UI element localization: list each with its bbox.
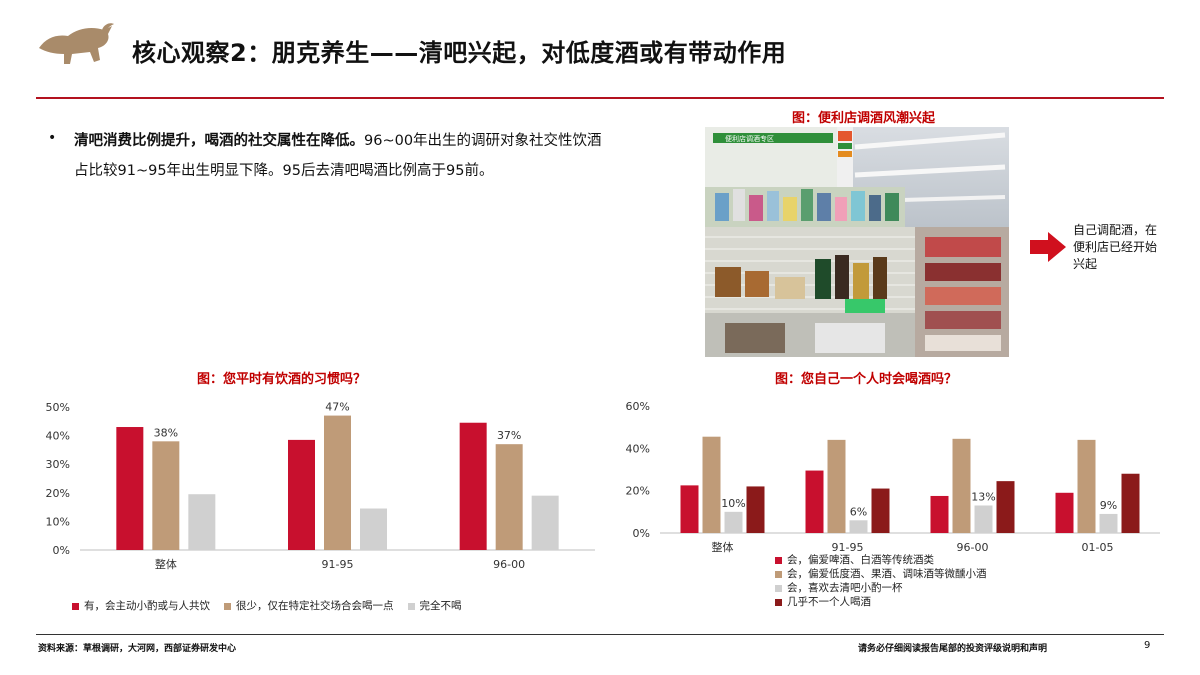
bullet-bold-text: 清吧消费比例提升，喝酒的社交属性在降低。 (74, 133, 364, 149)
bar (996, 481, 1015, 533)
footer-divider (36, 634, 1164, 635)
legend-label: 几乎不一个人喝酒 (787, 596, 871, 608)
bar (746, 486, 765, 533)
bar (930, 495, 949, 533)
bar (849, 520, 868, 533)
bar (495, 444, 523, 550)
legend-label: 有，会主动小酌或与人共饮 (84, 600, 210, 612)
bar (324, 415, 351, 550)
legend-swatch (407, 602, 415, 610)
legend-swatch (224, 602, 231, 610)
y-tick-label: 50% (46, 401, 70, 414)
legend-entry: 会，偏爱啤酒、白酒等传统酒类 (775, 553, 1075, 567)
x-tick-label: 整体 (155, 557, 177, 571)
footer-source: 资料来源：草根调研，大河网，西部证券研发中心 (38, 644, 237, 654)
y-tick-label: 30% (46, 458, 70, 471)
bar (1055, 492, 1074, 533)
bull-logo-icon (39, 23, 114, 64)
logo (36, 22, 116, 72)
legend-entry: 很少，仅在特定社交场合会喝一点 (224, 598, 394, 613)
x-tick-label: 91-95 (832, 541, 864, 554)
bar (974, 505, 993, 533)
chart1-legend: 有，会主动小酌或与人共饮 很少，仅在特定社交场合会喝一点 完全不喝 (72, 594, 612, 613)
legend-label: 很少，仅在特定社交场合会喝一点 (236, 600, 394, 612)
bullet-normal-text: 96~00年出生的调研对象社交性饮酒占比较91~95年出生明显下降。95后去清吧… (74, 133, 602, 179)
legend-swatch (72, 602, 79, 610)
legend-entry: 会，喜欢去清吧小酌一杯 (775, 581, 1075, 595)
x-tick-label: 01-05 (1082, 541, 1114, 554)
header-divider (36, 97, 1164, 99)
legend-swatch (775, 570, 782, 578)
legend-label: 会，喜欢去清吧小酌一杯 (787, 582, 903, 594)
bar (702, 436, 721, 533)
y-tick-label: 40% (46, 430, 70, 443)
legend-swatch (775, 598, 782, 606)
chart2-plot: 0% 20% 40% 60% 10% 整体 6% 91-95 13% 96-00 9% 01-05 (626, 400, 1160, 554)
legend-entry: 会，偏爱低度酒、果酒、调味酒等微醺小酒 (775, 567, 1075, 581)
data-label: 13% (971, 490, 995, 503)
x-tick-label: 整体 (712, 540, 734, 554)
bar (188, 494, 216, 550)
arrow-right-icon (1030, 232, 1066, 266)
data-label: 6% (850, 505, 867, 518)
data-label: 9% (1100, 499, 1117, 512)
page-number: 9 (1144, 640, 1151, 651)
data-label: 38% (154, 426, 178, 439)
legend-swatch (775, 556, 782, 564)
y-tick-label: 20% (626, 485, 650, 498)
x-tick-label: 96-00 (493, 558, 525, 571)
legend-label: 完全不喝 (419, 600, 462, 612)
callout-text: 自己调配酒，在便利店已经开始兴起 (1073, 223, 1158, 271)
bar (680, 485, 699, 533)
bar (1077, 439, 1096, 533)
bar (871, 488, 890, 533)
x-tick-label: 96-00 (957, 541, 989, 554)
legend-entry: 有，会主动小酌或与人共饮 (72, 598, 210, 613)
data-label: 47% (325, 401, 349, 414)
data-label: 10% (721, 497, 745, 510)
bar (531, 495, 559, 550)
bar (952, 438, 971, 533)
y-tick-label: 60% (626, 400, 650, 413)
bar (724, 511, 743, 533)
data-label: 37% (497, 429, 521, 442)
y-tick-label: 20% (46, 487, 70, 500)
bar (1121, 473, 1140, 533)
bar (288, 439, 315, 550)
page-title: 核心观察2：朋克养生——清吧兴起，对低度酒或有带动作用 (132, 39, 787, 67)
store-photo: 便利店调酒专区 (705, 127, 1009, 357)
chart2-title: 图：您自己一个人时会喝酒吗？ (775, 372, 958, 387)
chart2-legend: 会，偏爱啤酒、白酒等传统酒类会，偏爱低度酒、果酒、调味酒等微醺小酒 会，喜欢去清吧… (775, 553, 1075, 609)
legend-entry: 完全不喝 (407, 598, 462, 613)
legend-swatch (775, 584, 782, 592)
bar (360, 508, 387, 550)
bar (827, 439, 846, 533)
x-tick-label: 91-95 (322, 558, 354, 571)
bar (805, 470, 824, 533)
chart1-plot: 0% 10% 20% 30% 40% 50% 38% 整体 47% 91-95 37% 96-00 (46, 401, 595, 571)
legend-entry: 几乎不一个人喝酒 (775, 595, 1075, 609)
legend-label: 会，偏爱啤酒、白酒等传统酒类 (787, 554, 934, 566)
bar (116, 427, 144, 550)
chart1-title: 图：您平时有饮酒的习惯吗？ (197, 372, 367, 387)
y-tick-label: 0% (633, 527, 650, 540)
bar (459, 422, 487, 550)
store-sign: 便利店调酒专区 (725, 134, 774, 143)
bullet-paragraph: 清吧消费比例提升，喝酒的社交属性在降低。96~00年出生的调研对象社交性饮酒占比… (74, 126, 614, 186)
y-tick-label: 10% (46, 515, 70, 528)
bar (152, 441, 180, 550)
footer-disclaimer: 请务必仔细阅读报告尾部的投资评级说明和声明 (858, 644, 1048, 654)
bullet-marker: • (48, 130, 57, 146)
y-tick-label: 40% (626, 442, 650, 455)
photo-title: 图：便利店调酒风潮兴起 (792, 111, 936, 126)
y-tick-label: 0% (53, 544, 70, 557)
legend-label: 会，偏爱低度酒、果酒、调味酒等微醺小酒 (787, 568, 987, 580)
bar (1099, 513, 1118, 533)
